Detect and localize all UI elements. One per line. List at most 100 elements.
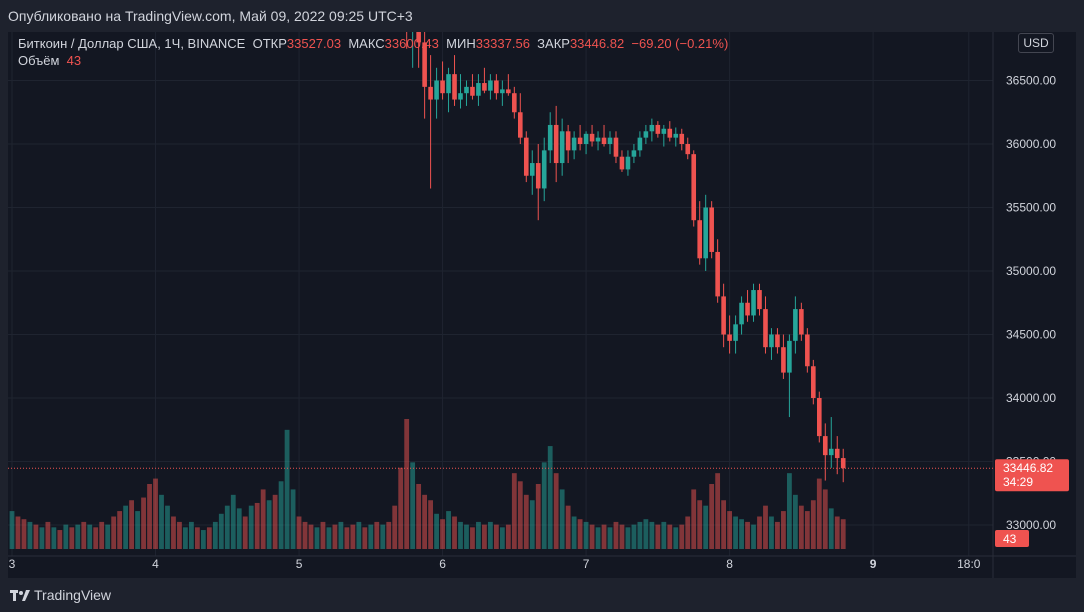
candle-body[interactable]	[727, 334, 732, 341]
x-tick-label: 7	[583, 557, 590, 571]
candle-body[interactable]	[637, 137, 643, 151]
candle-body[interactable]	[817, 398, 822, 437]
candle-body[interactable]	[523, 137, 529, 176]
candle-body[interactable]	[589, 133, 595, 142]
candle-body[interactable]	[595, 137, 601, 142]
candle-body[interactable]	[488, 80, 493, 91]
candle-body[interactable]	[541, 150, 547, 189]
candle-body[interactable]	[739, 302, 744, 325]
candle-body[interactable]	[751, 290, 756, 316]
candle-body[interactable]	[799, 309, 804, 335]
candle-body[interactable]	[715, 251, 720, 297]
candle-body[interactable]	[805, 334, 810, 367]
candle-body[interactable]	[529, 163, 535, 176]
volume-bar	[332, 524, 338, 549]
candle-body[interactable]	[494, 80, 499, 94]
candle-body[interactable]	[691, 154, 697, 221]
candle-body[interactable]	[613, 137, 619, 157]
volume-label[interactable]: Объём	[18, 53, 60, 68]
candle-body[interactable]	[577, 137, 583, 144]
candle-body[interactable]	[834, 448, 840, 459]
candle-body[interactable]	[643, 131, 649, 138]
candle-body[interactable]	[703, 207, 708, 259]
candle-body[interactable]	[565, 131, 571, 151]
candle-body[interactable]	[840, 458, 846, 469]
candle-body[interactable]	[811, 366, 816, 398]
candle-body[interactable]	[763, 309, 768, 348]
candle-body[interactable]	[685, 144, 691, 155]
candle-body[interactable]	[619, 156, 625, 170]
volume-bar	[643, 519, 649, 549]
volume-bar	[810, 500, 816, 549]
candle-body[interactable]	[476, 83, 481, 96]
candle-body[interactable]	[440, 80, 445, 94]
candle-body[interactable]	[458, 93, 463, 100]
volume-bar	[302, 521, 308, 549]
candle-body[interactable]	[607, 137, 613, 144]
volume-bar	[685, 516, 691, 549]
candle-body[interactable]	[446, 74, 451, 94]
candle-body[interactable]	[667, 128, 673, 138]
candle-body[interactable]	[452, 74, 457, 100]
candle-body[interactable]	[721, 296, 726, 335]
candle-body[interactable]	[769, 334, 774, 348]
volume-bar	[458, 521, 463, 549]
candle-body[interactable]	[428, 86, 433, 100]
symbol-label[interactable]: Биткоин / Доллар США, 1Ч, BINANCE	[18, 36, 246, 51]
candle-body[interactable]	[828, 448, 834, 456]
chart-area[interactable]: 33000.0033500.0034000.0034500.0035000.00…	[8, 0, 1076, 578]
volume-bar	[577, 519, 583, 549]
volume-badge	[995, 530, 1029, 547]
candle-body[interactable]	[631, 150, 637, 157]
candle-body[interactable]	[434, 80, 439, 100]
price-chart-svg[interactable]: 33000.0033500.0034000.0034500.0035000.00…	[8, 0, 1076, 578]
candle-body[interactable]	[775, 334, 780, 348]
volume-bar	[183, 527, 188, 549]
x-tick-label: 5	[296, 557, 303, 571]
candle-body[interactable]	[464, 86, 469, 94]
candle-body[interactable]	[661, 128, 667, 134]
candle-body[interactable]	[506, 89, 511, 94]
y-tick-label: 36000.00	[1006, 137, 1056, 151]
candle-body[interactable]	[781, 347, 786, 373]
candle-body[interactable]	[745, 302, 750, 316]
candle-body[interactable]	[787, 340, 792, 373]
candle-body[interactable]	[679, 133, 685, 144]
candle-body[interactable]	[583, 133, 589, 144]
candle-body[interactable]	[625, 156, 631, 170]
volume-bar	[739, 519, 744, 549]
volume-bar	[45, 521, 51, 549]
x-tick-label: 3	[9, 557, 16, 571]
candle-body[interactable]	[559, 131, 565, 164]
candle-body[interactable]	[822, 436, 828, 456]
candle-body[interactable]	[673, 133, 679, 138]
candle-body[interactable]	[500, 89, 505, 94]
candle-body[interactable]	[512, 93, 517, 113]
candle-body[interactable]	[553, 124, 559, 164]
volume-bar	[787, 473, 792, 549]
currency-button[interactable]: USD	[1018, 33, 1054, 53]
candle-body[interactable]	[470, 86, 475, 96]
candle-body[interactable]	[757, 290, 762, 310]
candle-body[interactable]	[535, 163, 541, 189]
candle-body[interactable]	[571, 137, 577, 151]
tradingview-logo[interactable]: TradingView	[10, 586, 111, 604]
candle-body[interactable]	[422, 42, 427, 87]
candle-body[interactable]	[649, 124, 655, 132]
candle-body[interactable]	[697, 220, 702, 259]
candle-body[interactable]	[709, 207, 714, 252]
candle-body[interactable]	[547, 124, 553, 151]
volume-bar	[51, 527, 57, 549]
candle-body[interactable]	[482, 83, 487, 91]
candle-body[interactable]	[518, 112, 523, 138]
candle-body[interactable]	[601, 137, 607, 144]
volume-bar	[278, 481, 284, 549]
volume-bar	[649, 521, 655, 549]
volume-bar	[272, 494, 278, 549]
volume-bar	[775, 521, 780, 549]
candle-body[interactable]	[733, 324, 738, 341]
last-price-badge	[995, 459, 1069, 492]
candle-body[interactable]	[655, 124, 661, 134]
candle-body[interactable]	[793, 309, 798, 341]
